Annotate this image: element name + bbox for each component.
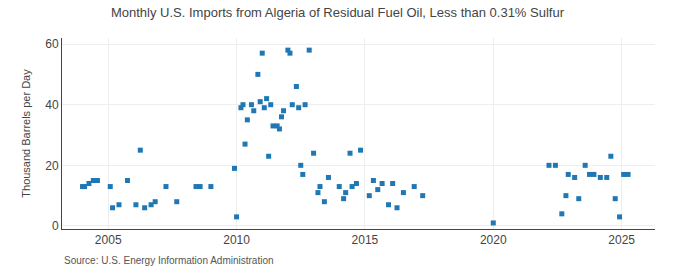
svg-text:2025: 2025	[608, 233, 635, 247]
svg-text:60: 60	[45, 37, 59, 51]
svg-text:Monthly U.S. Imports from Alge: Monthly U.S. Imports from Algeria of Res…	[111, 5, 565, 20]
svg-text:20: 20	[45, 159, 59, 173]
svg-text:Source: U.S. Energy Informatio: Source: U.S. Energy Information Administ…	[64, 255, 274, 266]
svg-text:2010: 2010	[223, 233, 250, 247]
svg-text:Thousand Barrels per Day: Thousand Barrels per Day	[20, 69, 32, 198]
svg-text:2020: 2020	[480, 233, 507, 247]
svg-text:2005: 2005	[95, 233, 122, 247]
svg-text:0: 0	[52, 219, 59, 233]
svg-text:2015: 2015	[352, 233, 379, 247]
svg-text:40: 40	[45, 98, 59, 112]
